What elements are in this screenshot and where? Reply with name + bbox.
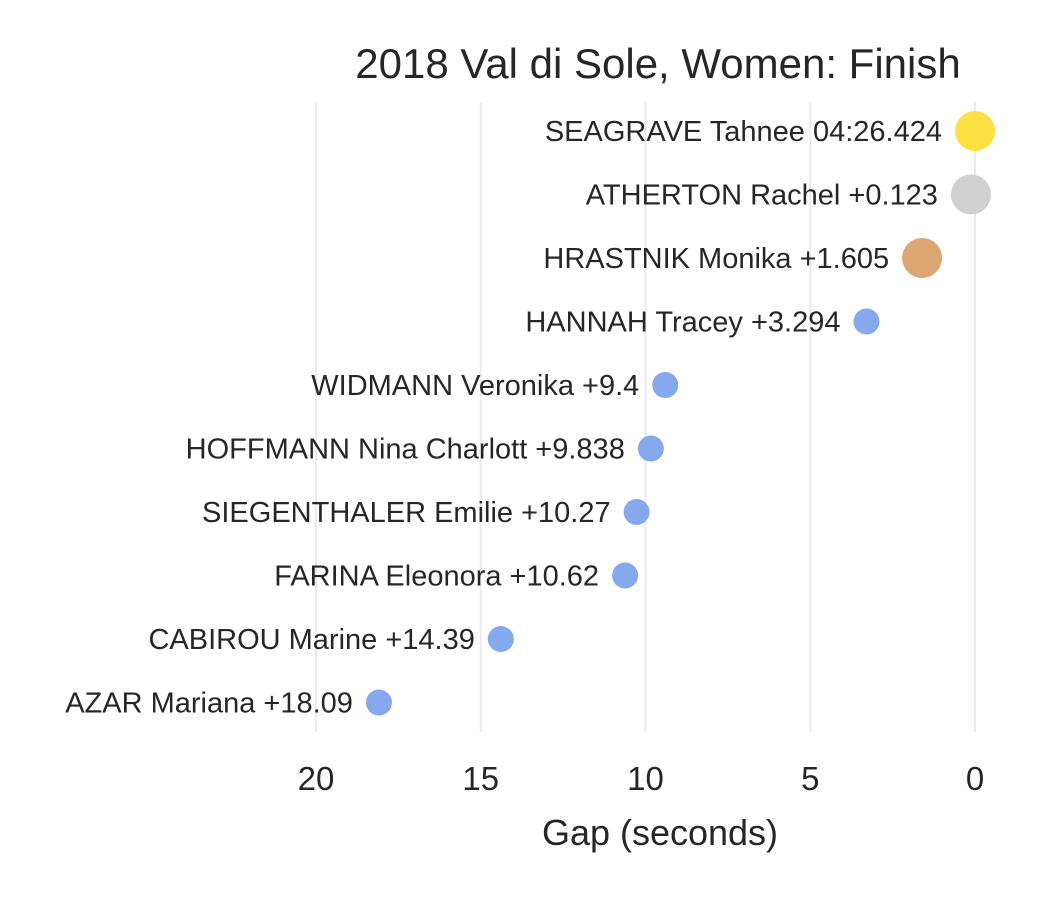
data-point [902,238,943,278]
data-point [487,626,514,652]
point-label: FARINA Eleonora +10.62 [274,561,599,593]
data-point [950,174,991,215]
data-point [955,111,995,151]
point-label: SIEGENTHALER Emilie +10.27 [202,497,611,529]
x-tick-label: 10 [627,760,664,797]
data-point [623,499,650,525]
x-tick-label: 15 [462,760,499,797]
point-label: ATHERTON Rachel +0.123 [586,180,938,212]
data-points: SEAGRAVE Tahnee 04:26.424 ATHERTON Rachel… [65,111,995,720]
data-point [652,372,679,398]
point-label: WIDMANN Veronika +9.4 [311,370,639,402]
x-tick-label: 20 [298,760,335,797]
data-point [853,308,880,335]
point-label: HANNAH Tracey +3.294 [525,307,840,339]
x-tick-label: 5 [801,760,819,797]
chart-title: 2018 Val di Sole, Women: Finish [355,40,960,87]
point-label: HOFFMANN Nina Charlott +9.838 [186,434,625,466]
x-axis-ticks: 20 15 10 5 0 [298,760,985,797]
point-label: HRASTNIK Monika +1.605 [543,243,889,275]
data-point [365,689,392,716]
point-label: CABIROU Marine +14.39 [148,624,474,656]
x-tick-label: 0 [966,760,984,797]
data-point [612,562,639,589]
data-point [637,435,664,462]
point-label: AZAR Mariana +18.09 [65,688,353,720]
point-label: SEAGRAVE Tahnee 04:26.424 [545,116,942,148]
x-axis-label: Gap (seconds) [542,812,778,853]
